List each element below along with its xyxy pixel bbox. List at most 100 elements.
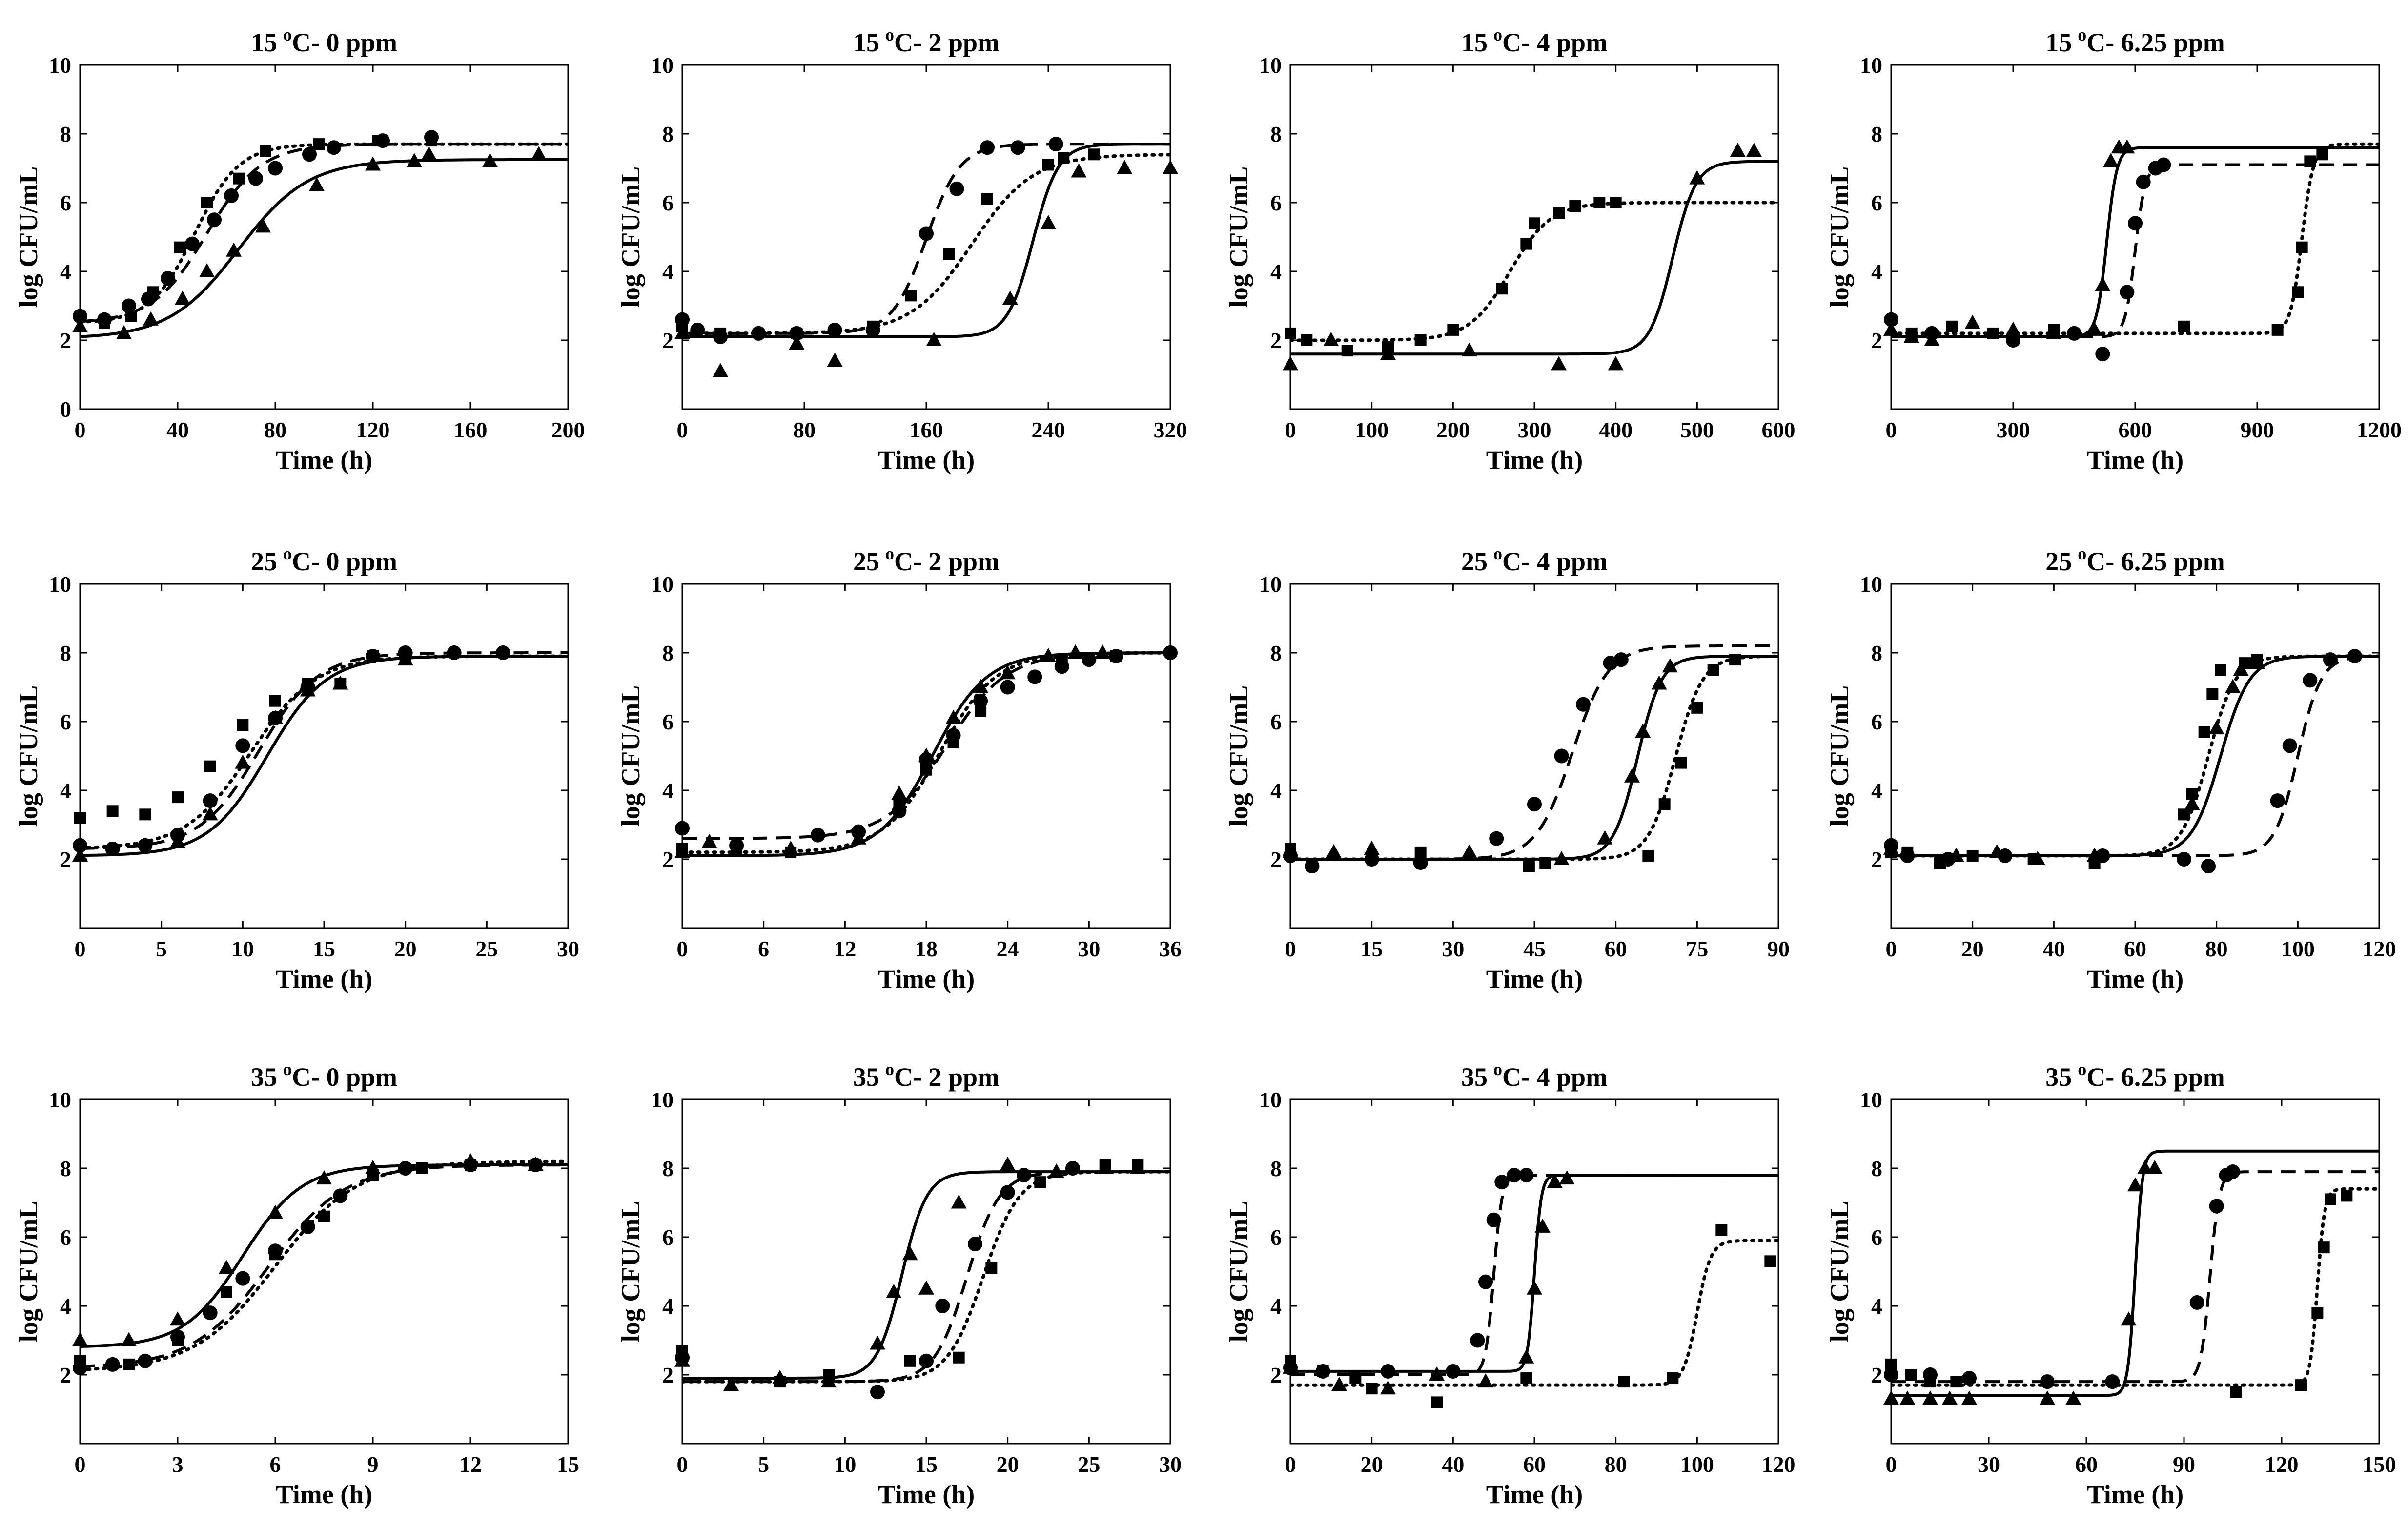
data-point-square	[2304, 155, 2316, 167]
data-point-square	[2341, 1190, 2353, 1202]
axes-box	[681, 1098, 1171, 1445]
data-point-triangle	[170, 1311, 185, 1326]
y-axis-label: log CFU/mL	[1825, 685, 1854, 827]
y-axis-label: log CFU/mL	[1825, 166, 1854, 308]
data-point-circle	[73, 309, 87, 324]
data-point-triangle	[2095, 277, 2111, 291]
x-tick-label: 500	[1680, 417, 1714, 442]
subplot-title: 25 oC- 6.25 ppm	[2045, 544, 2225, 576]
data-point-square	[106, 805, 119, 817]
subplot-title: 15 oC- 4 ppm	[1461, 25, 1608, 57]
title-condition: C- 0 ppm	[292, 547, 397, 576]
data-point-triangle	[2147, 1160, 2163, 1174]
data-point-triangle	[2030, 851, 2045, 865]
x-tick-label: 100	[2281, 936, 2315, 961]
y-tick-label: 4	[1871, 1294, 1882, 1319]
y-tick-label: 8	[662, 122, 673, 146]
data-point-triangle	[1326, 844, 1342, 858]
data-point-square	[1905, 1369, 1917, 1381]
y-tick-label: 6	[662, 190, 673, 215]
data-point-circle	[1478, 1274, 1493, 1289]
data-point-circle	[2095, 347, 2110, 362]
data-point-square	[313, 138, 325, 150]
x-tick-label: 30	[1078, 936, 1100, 961]
y-tick-label: 4	[662, 259, 673, 284]
y-tick-label: 6	[1871, 1225, 1882, 1250]
data-point-triangle	[1380, 346, 1396, 360]
data-point-triangle	[1964, 314, 1980, 329]
title-temperature: 15	[1461, 28, 1488, 57]
data-point-triangle	[1689, 170, 1705, 185]
subplot-title: 35 oC- 2 ppm	[853, 1059, 1000, 1092]
title-degree-symbol: o	[885, 544, 894, 563]
y-tick-label: 6	[662, 709, 673, 734]
x-tick-label: 0	[1886, 936, 1897, 961]
data-point-square	[953, 1351, 965, 1364]
data-point-triangle	[870, 1335, 885, 1350]
x-axis-label: Time (h)	[878, 1480, 975, 1509]
data-point-triangle	[2046, 325, 2062, 339]
title-temperature: 25	[251, 547, 277, 576]
data-point-triangle	[1883, 321, 1899, 336]
y-tick-label: 8	[662, 1156, 673, 1181]
data-point-circle	[1017, 1168, 1031, 1183]
data-point-circle	[1962, 1371, 1977, 1386]
y-tick-label: 10	[49, 572, 71, 597]
x-tick-label: 0	[677, 1452, 688, 1477]
data-point-triangle	[1883, 1390, 1899, 1405]
data-point-triangle	[121, 1332, 137, 1346]
subplot-1: 15 oC- 2 ppm 0 80 160 240 320 2 4 6 8 10 Time (h) log…	[616, 25, 1187, 475]
data-point-triangle	[332, 675, 348, 690]
data-point-circle	[203, 1305, 218, 1321]
data-point-square	[372, 135, 384, 147]
data-point-circle	[1486, 1212, 1501, 1227]
data-point-triangle	[1478, 1373, 1493, 1388]
y-tick-label: 4	[60, 259, 71, 284]
x-tick-label: 20	[1961, 936, 1984, 961]
title-degree-symbol: o	[1493, 544, 1502, 563]
data-point-square	[2295, 1379, 2307, 1391]
title-condition: C- 6.25 ppm	[2086, 1062, 2225, 1092]
fit-curve-solid	[682, 143, 1170, 338]
x-tick-label: 25	[475, 936, 498, 961]
data-point-triangle	[1002, 290, 1018, 305]
title-condition: C- 4 ppm	[1502, 1062, 1608, 1092]
data-point-triangle	[1071, 163, 1087, 178]
y-tick-label: 10	[1259, 1087, 1282, 1112]
y-axis-label: log CFU/mL	[616, 166, 645, 308]
data-point-triangle	[72, 318, 88, 332]
x-tick-label: 45	[1523, 936, 1546, 961]
y-tick-label: 10	[651, 572, 673, 597]
data-point-square	[2271, 324, 2284, 336]
data-point-triangle	[202, 806, 218, 821]
y-tick-label: 8	[662, 641, 673, 665]
data-point-square	[947, 736, 959, 748]
data-point-triangle	[1041, 215, 1056, 229]
x-tick-label: 320	[1154, 417, 1187, 442]
data-point-triangle	[397, 651, 413, 666]
subplot-title: 25 oC- 4 ppm	[1461, 544, 1608, 576]
x-tick-label: 60	[1605, 936, 1627, 961]
data-point-circle	[1884, 1367, 1898, 1382]
data-point-circle	[827, 322, 842, 337]
data-point-triangle	[886, 1283, 902, 1298]
data-point-triangle	[175, 290, 190, 305]
data-point-square	[905, 290, 917, 302]
fit-curve-solid	[1290, 1174, 1778, 1373]
subplot-8: 35 oC- 0 ppm 0 3 6 9 12 15 2 4 6 8 10 Time (h) log CFU…	[14, 1059, 579, 1509]
x-tick-label: 100	[1355, 417, 1388, 442]
data-point-square	[74, 812, 86, 824]
data-point-circle	[1000, 680, 1015, 695]
data-point-triangle	[789, 335, 805, 350]
data-point-circle	[810, 828, 825, 843]
x-tick-label: 600	[2119, 417, 2152, 442]
y-axis-label: log CFU/mL	[14, 166, 43, 308]
x-tick-label: 0	[75, 936, 86, 961]
y-axis-label: log CFU/mL	[14, 1201, 43, 1343]
x-tick-label: 0	[677, 417, 688, 442]
axes-box	[79, 1098, 569, 1445]
data-point-square	[1593, 197, 1606, 208]
data-point-square	[981, 193, 993, 205]
data-point-square	[1610, 197, 1622, 208]
y-tick-label: 6	[60, 190, 71, 215]
